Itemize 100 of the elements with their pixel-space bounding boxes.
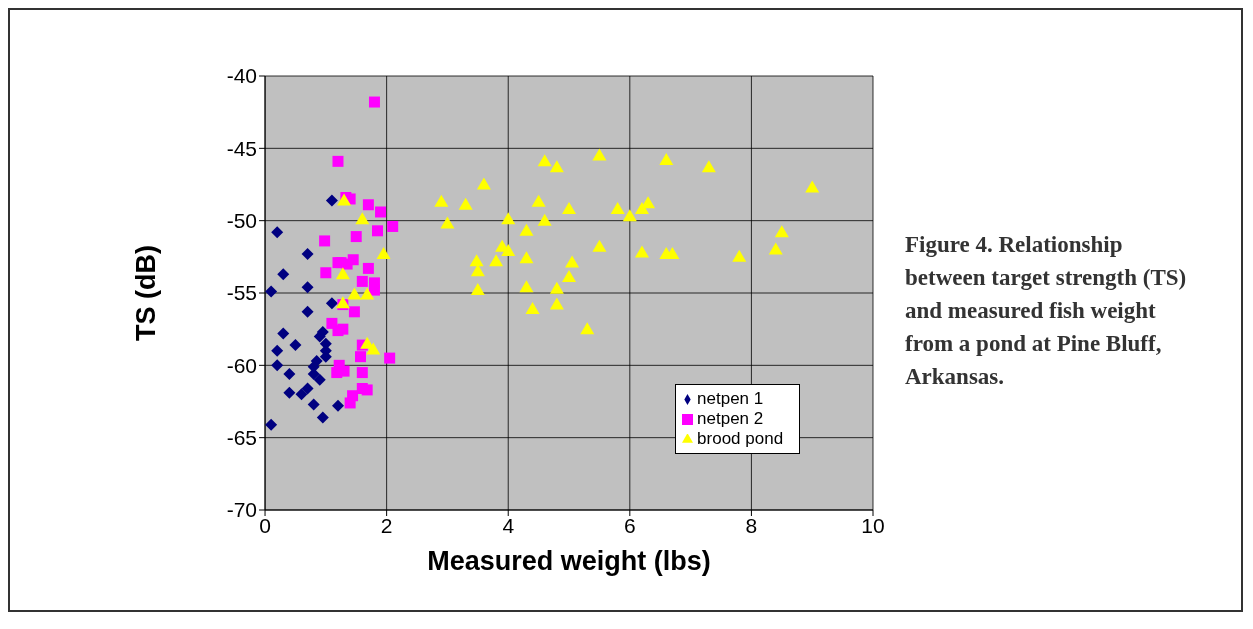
point — [434, 194, 449, 207]
y-tick-label: -65 — [226, 426, 258, 450]
point — [368, 96, 380, 108]
point — [476, 177, 491, 190]
point — [805, 180, 820, 193]
point — [519, 251, 534, 264]
point — [301, 382, 314, 395]
point — [356, 275, 368, 287]
point — [325, 297, 338, 310]
point — [634, 202, 649, 215]
x-tick-label: 2 — [380, 513, 393, 537]
point — [549, 160, 564, 173]
point — [331, 399, 344, 412]
point — [360, 287, 375, 300]
point — [562, 270, 577, 283]
legend-label: brood pond — [697, 429, 784, 449]
x-tick-label: 4 — [502, 513, 515, 537]
x-tick-label: 6 — [623, 513, 636, 537]
y-axis-title: TS (dB) — [130, 245, 161, 341]
point — [355, 212, 370, 225]
caption: Figure 4. Relationship between target strength (TS) and measured fish weight from a pond at Pine Bluff, Arkansas. — [905, 230, 1188, 391]
x-tick-label: 0 — [259, 513, 271, 537]
point — [362, 199, 374, 211]
y-tick-label: -55 — [226, 281, 258, 305]
point — [265, 285, 278, 298]
point — [301, 305, 314, 318]
point — [592, 239, 607, 252]
point — [562, 202, 577, 215]
point — [319, 235, 331, 247]
point — [732, 249, 747, 262]
point — [335, 267, 350, 280]
point — [271, 226, 284, 239]
x-tick-label: 10 — [861, 513, 885, 537]
legend-label: netpen 2 — [697, 409, 764, 429]
point — [659, 152, 674, 165]
point — [384, 352, 396, 364]
point — [337, 323, 349, 335]
point — [277, 327, 290, 340]
point — [362, 262, 374, 274]
point — [470, 283, 485, 296]
point — [376, 246, 391, 259]
point — [469, 254, 484, 267]
point — [283, 386, 296, 399]
point — [501, 212, 516, 225]
point — [580, 322, 595, 335]
point — [271, 359, 284, 372]
point — [265, 418, 278, 431]
point — [289, 339, 302, 352]
point — [622, 209, 637, 222]
point — [347, 287, 362, 300]
x-axis-title: Measured weight (lbs) — [427, 546, 711, 576]
point — [310, 354, 323, 367]
y-tick-label: -60 — [226, 353, 258, 377]
point — [537, 213, 552, 226]
point — [320, 267, 332, 279]
point — [316, 411, 329, 424]
point — [387, 220, 399, 232]
point — [470, 264, 485, 277]
point — [549, 281, 564, 294]
point — [610, 202, 625, 215]
y-tick-label: -45 — [226, 136, 258, 160]
y-tick-label: -50 — [226, 209, 258, 233]
point — [368, 284, 380, 296]
point — [525, 301, 540, 314]
point — [549, 297, 564, 310]
point — [307, 398, 320, 411]
point — [768, 242, 783, 255]
x-tick-label: 8 — [745, 513, 758, 537]
y-tick-label: -70 — [226, 498, 258, 522]
point — [344, 397, 356, 409]
point — [313, 373, 326, 386]
point — [375, 206, 387, 218]
point — [331, 367, 343, 379]
point — [774, 225, 789, 238]
point — [348, 306, 360, 318]
legend-label: netpen 1 — [697, 389, 764, 409]
point — [301, 247, 314, 260]
point — [341, 258, 353, 270]
point — [565, 255, 580, 268]
point — [701, 160, 716, 173]
point — [372, 225, 384, 237]
point — [325, 194, 338, 207]
point — [350, 231, 362, 243]
point — [301, 281, 314, 294]
point — [356, 367, 368, 379]
point — [458, 197, 473, 210]
point — [592, 148, 607, 161]
point — [283, 368, 296, 381]
y-tick-label: -40 — [226, 64, 258, 88]
point — [519, 223, 534, 236]
point — [366, 342, 381, 355]
point — [501, 244, 516, 257]
point — [271, 344, 284, 357]
point — [634, 245, 649, 258]
point — [277, 268, 290, 281]
point — [641, 196, 656, 209]
point — [354, 351, 366, 363]
point — [361, 384, 373, 396]
point — [537, 154, 552, 167]
point — [531, 194, 546, 207]
